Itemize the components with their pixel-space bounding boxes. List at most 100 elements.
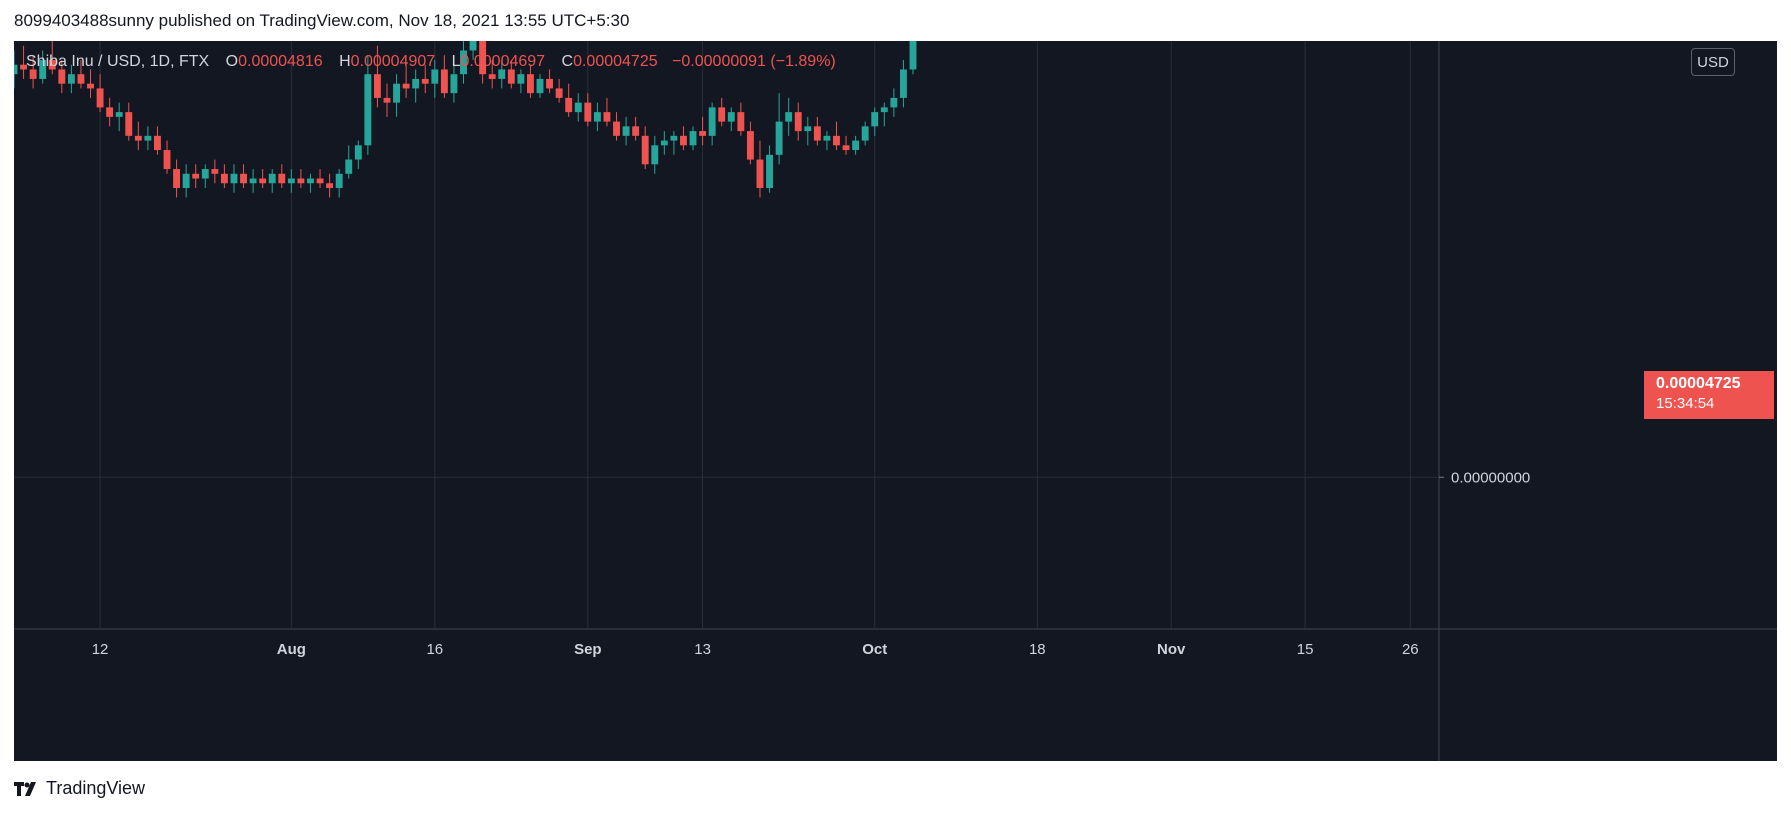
candle	[402, 64, 410, 98]
candle	[383, 83, 391, 117]
chart-panel[interactable]: 0.000000000.000010000.000020000.00003000…	[14, 41, 1777, 761]
candle-body	[641, 135, 649, 165]
candle	[192, 164, 200, 188]
candle-body	[287, 178, 295, 184]
candle	[20, 45, 28, 79]
candle-body	[345, 159, 353, 174]
candle	[287, 169, 295, 193]
x-tick-label: Aug	[277, 641, 306, 658]
candle	[211, 159, 219, 184]
candle	[909, 41, 917, 75]
candle-body	[603, 112, 611, 122]
candle-body	[680, 135, 687, 146]
open-label: O	[225, 53, 239, 70]
candle-body	[134, 135, 142, 141]
candle	[536, 74, 544, 98]
currency-button[interactable]: USD	[1691, 48, 1735, 76]
candle	[727, 107, 735, 132]
last-price-value: 0.00004725	[1656, 375, 1741, 392]
candle-body	[393, 83, 400, 103]
candle-body	[574, 102, 582, 113]
candle	[163, 140, 171, 174]
footer-brand[interactable]: TradingView	[46, 778, 146, 798]
candle-body	[402, 83, 410, 89]
candle-body	[106, 107, 114, 117]
candle-body	[565, 97, 573, 113]
low-value: 0.00004697	[460, 53, 546, 70]
candle	[48, 41, 56, 75]
candle-body	[833, 135, 840, 146]
candle-body	[173, 169, 181, 188]
candle	[804, 116, 812, 146]
candle-body	[727, 112, 735, 122]
candle	[249, 169, 257, 193]
bar-countdown: 15:34:54	[1656, 395, 1715, 412]
candle-body	[689, 131, 697, 146]
candle-body	[163, 150, 171, 170]
candle	[87, 69, 94, 98]
high-value: 0.00004907	[350, 53, 436, 70]
candle-body	[593, 112, 601, 122]
candle	[766, 145, 773, 193]
candle	[833, 121, 840, 151]
candle	[852, 135, 860, 155]
candle-body	[469, 41, 477, 51]
candle-body	[58, 69, 66, 84]
candle-body	[182, 173, 190, 188]
symbol-label[interactable]: Shiba Inu / USD, 1D, FTX	[26, 53, 210, 70]
candle-body	[20, 64, 28, 70]
candle-body	[766, 154, 773, 188]
candle-body	[259, 178, 267, 184]
high-label: H	[339, 53, 351, 70]
candle	[326, 173, 334, 198]
footer[interactable]: TradingView	[14, 778, 145, 799]
candle-body	[440, 69, 448, 94]
candle-body	[96, 88, 104, 108]
candle-body	[823, 135, 831, 141]
candle-body	[115, 112, 123, 117]
candle	[335, 169, 343, 198]
candle	[259, 169, 267, 188]
candle-body	[268, 173, 276, 184]
candle	[115, 102, 123, 132]
candle	[660, 131, 668, 155]
candle-body	[220, 173, 228, 184]
candle-body	[651, 145, 659, 165]
candle	[268, 169, 276, 193]
x-tick-label: 15	[1297, 641, 1314, 658]
candle-body	[412, 78, 420, 89]
candle	[546, 69, 554, 94]
candle-body	[421, 78, 429, 84]
candle-body	[842, 145, 850, 151]
candle	[527, 64, 534, 98]
x-tick-label: 16	[426, 641, 443, 658]
candle-body	[29, 69, 37, 79]
candle	[880, 102, 888, 127]
candle-body	[230, 173, 238, 184]
candle-body	[861, 126, 869, 141]
x-tick-label: Sep	[574, 641, 602, 658]
candle-body	[431, 69, 439, 84]
candle	[220, 164, 228, 188]
candle-body	[192, 173, 200, 179]
candle	[622, 116, 630, 146]
candle-body	[584, 102, 592, 122]
x-tick-label: Nov	[1157, 641, 1186, 658]
candle-body	[67, 74, 75, 84]
candle-body	[498, 69, 506, 79]
candle	[488, 59, 496, 89]
candlestick-chart[interactable]: 0.000000000.000010000.000020000.00003000…	[14, 41, 1777, 761]
candle	[469, 41, 477, 60]
candle	[297, 169, 305, 188]
open-value: 0.00004816	[238, 53, 323, 70]
candle	[373, 45, 381, 108]
x-tick-label: 12	[92, 641, 109, 658]
candle-body	[775, 121, 783, 155]
candle-body	[154, 135, 161, 151]
x-tick-label: Oct	[862, 641, 887, 658]
candle	[96, 74, 104, 113]
candle-body	[852, 140, 860, 151]
candle-body	[249, 178, 257, 184]
candle-body	[555, 88, 563, 98]
candle	[680, 126, 687, 151]
